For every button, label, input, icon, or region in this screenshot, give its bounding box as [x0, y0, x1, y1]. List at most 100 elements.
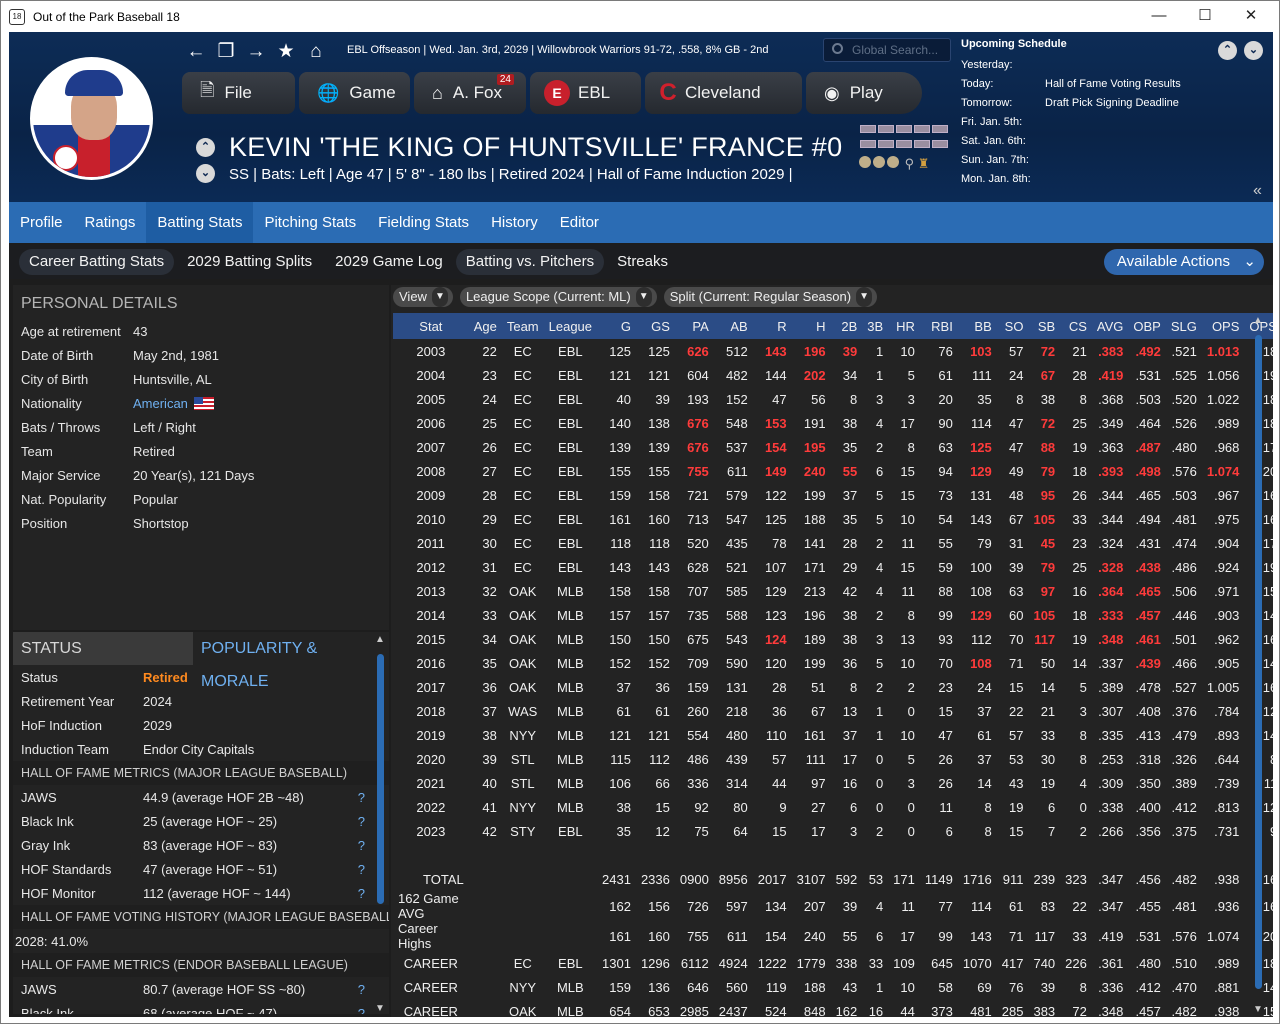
table-row[interactable]: 2011 30 EC EBL 118 118 520 435 78 141 28 2 11 55 79 31 4…: [393, 531, 1273, 555]
column-header[interactable]: OPS+: [1244, 313, 1273, 339]
table-scrollbar[interactable]: ▲ ▼: [1253, 315, 1263, 1015]
table-row[interactable]: 2006 25 EC EBL 140 138 676 548 153 191 38 4 17 90 114 4…: [393, 411, 1273, 435]
help-icon[interactable]: ?: [357, 789, 365, 805]
table-row[interactable]: 2015 34 OAK MLB 150 150 675 543 124 189 38 3 13 93 112…: [393, 627, 1273, 651]
column-header[interactable]: Team: [501, 313, 544, 339]
tab-fielding-stats[interactable]: Fielding Stats: [378, 214, 470, 231]
table-row[interactable]: 2018 37 WAS MLB 61 61 260 218 36 67 13 1 0 15 37 22 21 3.…: [393, 699, 1273, 723]
column-header[interactable]: G: [597, 313, 636, 339]
league-button[interactable]: E EBL: [530, 72, 641, 114]
table-row[interactable]: 2023 42 STY EBL 35 12 75 64 15 17 3 2 0 6 8 15 7 2 .266 .35…: [393, 819, 1273, 843]
column-header[interactable]: R: [752, 313, 792, 339]
schedule-down-button[interactable]: ⌄: [1244, 41, 1263, 60]
table-row[interactable]: 2012 31 EC EBL 143 143 628 521 107 171 29 4 15 59 100 3…: [393, 555, 1273, 579]
column-header[interactable]: H: [791, 313, 831, 339]
tab-editor[interactable]: Editor: [559, 214, 599, 231]
column-header[interactable]: 3B: [862, 313, 889, 339]
play-button[interactable]: ◉ Play: [806, 72, 922, 114]
next-player-button[interactable]: ⌄: [196, 164, 215, 183]
column-header[interactable]: Stat: [393, 313, 469, 339]
column-header[interactable]: AB: [713, 313, 753, 339]
table-row[interactable]: 2017 36 OAK MLB 37 36 159 131 28 51 8 2 2 23 24 15 14 5.3…: [393, 675, 1273, 699]
tab-history[interactable]: History: [491, 214, 538, 231]
home-icon[interactable]: ⌂: [310, 41, 322, 62]
totals-row[interactable]: CAREER EC EBL 1301 1296 6112 4924 1222 1779 338 33…: [393, 951, 1273, 975]
column-header[interactable]: SLG: [1165, 313, 1202, 339]
manager-button[interactable]: ⌂ A. Fox 24: [414, 72, 526, 114]
table-row[interactable]: 2013 32 OAK MLB 158 158 707 585 129 213 42 4 11 88 108…: [393, 579, 1273, 603]
column-header[interactable]: GS: [635, 313, 675, 339]
table-row[interactable]: 2005 24 EC EBL 40 39 193 152 47 56 8 3 3 20 35 8 38 8 .368…: [393, 387, 1273, 411]
team-button[interactable]: C Cleveland: [645, 72, 802, 114]
column-header[interactable]: OBP: [1128, 313, 1166, 339]
column-header[interactable]: SB: [1028, 313, 1061, 339]
table-row[interactable]: 2010 29 EC EBL 161 160 713 547 125 188 35 5 10 54 143 6…: [393, 507, 1273, 531]
table-cell: EC: [513, 415, 532, 431]
totals-row[interactable]: TOTAL 2431 2336 0900 8956 2017 3107 592 53 171 114…: [393, 867, 1273, 891]
table-row[interactable]: 2008 27 EC EBL 155 155 755 611 149 240 55 6 15 94 129 4…: [393, 459, 1273, 483]
tab-batting-stats[interactable]: Batting Stats: [146, 202, 254, 243]
global-search-input[interactable]: Global Search...: [823, 38, 951, 62]
detail-value[interactable]: American: [133, 395, 188, 411]
totals-row[interactable]: Career Highs 161 160 755 611 154 240 55 6 17 99 143…: [393, 921, 1273, 951]
minimize-button[interactable]: —: [1151, 7, 1167, 24]
status-scrollbar[interactable]: ▲ ▼: [375, 634, 385, 1014]
tab-status[interactable]: STATUS: [13, 632, 193, 665]
help-icon[interactable]: ?: [357, 861, 365, 877]
table-row[interactable]: 2016 35 OAK MLB 152 152 709 590 120 199 36 5 10 70 108…: [393, 651, 1273, 675]
star-icon[interactable]: ★: [277, 41, 295, 62]
column-header[interactable]: AVG: [1091, 313, 1129, 339]
available-actions-dropdown[interactable]: Available Actions ⌄: [1103, 249, 1264, 275]
subtab-career-batting-stats[interactable]: Career Batting Stats: [19, 249, 175, 275]
column-header[interactable]: HR: [888, 313, 920, 339]
column-header[interactable]: RBI: [919, 313, 958, 339]
totals-row[interactable]: 162 Game AVG 162 156 726 597 134 207 39 4 11 77 114…: [393, 891, 1273, 921]
schedule-up-button[interactable]: ⌃: [1218, 41, 1237, 60]
table-cell: 131: [726, 679, 748, 695]
file-button[interactable]: 🗎 File: [182, 72, 295, 114]
table-row[interactable]: 2009 28 EC EBL 159 158 721 579 122 199 37 5 15 73 131 4…: [393, 483, 1273, 507]
table-row[interactable]: 2007 26 EC EBL 139 139 676 537 154 195 35 2 8 63 125 47…: [393, 435, 1273, 459]
column-header[interactable]: SO: [996, 313, 1029, 339]
subtab-2029-batting-splits[interactable]: 2029 Batting Splits: [187, 253, 313, 270]
help-icon[interactable]: ?: [357, 885, 365, 901]
table-row[interactable]: 2014 33 OAK MLB 157 157 735 588 123 196 38 2 8 99 129 6…: [393, 603, 1273, 627]
close-button[interactable]: ✕: [1244, 7, 1258, 24]
column-header[interactable]: OPS: [1201, 313, 1245, 339]
help-icon[interactable]: ?: [357, 1005, 365, 1015]
column-header[interactable]: Age: [468, 313, 502, 339]
subtab-batting-vs-pitchers[interactable]: Batting vs. Pitchers: [455, 249, 605, 275]
column-header[interactable]: CS: [1060, 313, 1092, 339]
tab-popularity-morale[interactable]: POPULARITY & MORALE: [201, 640, 318, 690]
column-header[interactable]: PA: [674, 313, 714, 339]
help-icon[interactable]: ?: [357, 981, 365, 997]
back-arrow-icon[interactable]: ←: [186, 41, 206, 62]
table-row[interactable]: 2019 38 NYY MLB 121 121 554 480 110 161 37 1 10 47 61 5…: [393, 723, 1273, 747]
subtab-streaks[interactable]: Streaks: [617, 253, 668, 270]
tab-profile[interactable]: Profile: [20, 214, 63, 231]
table-row[interactable]: 2003 22 EC EBL 125 125 626 512 143 196 39 1 10 76 103 5…: [393, 339, 1273, 363]
split-dropdown[interactable]: Split (Current: Regular Season) ▼: [663, 287, 878, 307]
column-header[interactable]: League: [543, 313, 598, 339]
table-row[interactable]: 2022 41 NYY MLB 38 15 92 80 9 27 6 0 0 11 8 19 6 0 .338 .40…: [393, 795, 1273, 819]
column-header[interactable]: BB: [957, 313, 997, 339]
table-row[interactable]: 2021 40 STL MLB 106 66 336 314 44 97 16 0 3 26 14 43 19 4…: [393, 771, 1273, 795]
collapse-panel-icon[interactable]: «: [1253, 182, 1262, 199]
maximize-button[interactable]: ☐: [1198, 7, 1212, 24]
column-header[interactable]: 2B: [830, 313, 863, 339]
table-row[interactable]: 2004 23 EC EBL 121 121 604 482 144 202 34 1 5 61 111 24…: [393, 363, 1273, 387]
tab-ratings[interactable]: Ratings: [84, 214, 136, 231]
subtab-2029-game-log[interactable]: 2029 Game Log: [335, 253, 443, 270]
tab-pitching-stats[interactable]: Pitching Stats: [264, 214, 357, 231]
copy-icon[interactable]: ❐: [217, 41, 235, 62]
help-icon[interactable]: ?: [357, 813, 365, 829]
table-row[interactable]: 2020 39 STL MLB 115 112 486 439 57 111 17 0 5 26 37 53 3…: [393, 747, 1273, 771]
totals-row[interactable]: CAREER NYY MLB 159 136 646 560 119 188 43 1 10 58 69 7…: [393, 975, 1273, 999]
forward-arrow-icon[interactable]: →: [246, 41, 266, 62]
previous-player-button[interactable]: ⌃: [196, 138, 215, 157]
help-icon[interactable]: ?: [357, 837, 365, 853]
view-dropdown[interactable]: View ▼: [393, 287, 453, 307]
totals-row[interactable]: CAREER OAK MLB 654 653 2985 2437 524 848 162 16 44 3…: [393, 999, 1273, 1018]
game-button[interactable]: 🌐 Game: [299, 72, 410, 114]
league-scope-dropdown[interactable]: League Scope (Current: ML) ▼: [459, 287, 657, 307]
